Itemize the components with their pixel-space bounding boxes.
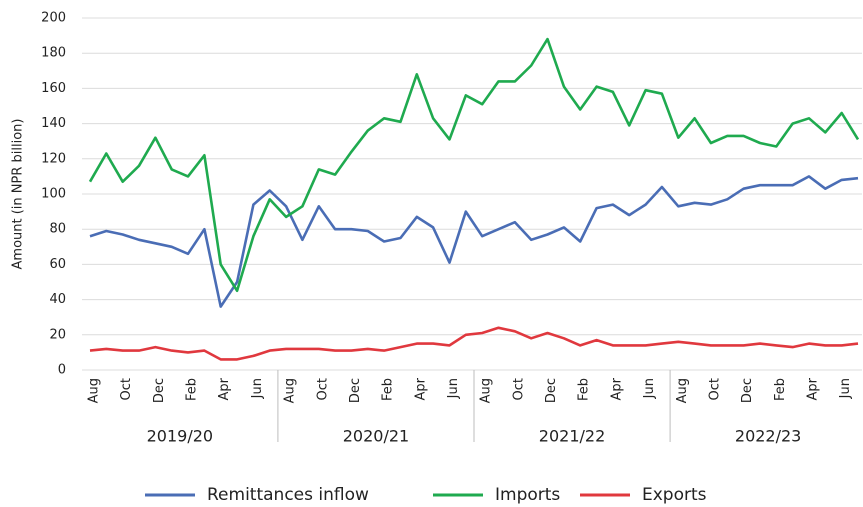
x-tick-label: Jun <box>446 378 461 399</box>
fiscal-year-label: 2019/20 <box>147 427 213 446</box>
x-tick-label: Aug <box>283 378 298 403</box>
x-tick-label: Jun <box>838 378 853 399</box>
y-tick-label: 40 <box>49 292 66 307</box>
y-tick-label: 60 <box>49 257 66 272</box>
x-tick-label: Apr <box>217 377 232 400</box>
x-tick-label: Feb <box>381 378 396 401</box>
x-tick-label: Apr <box>805 377 820 400</box>
y-tick-label: 100 <box>41 187 66 202</box>
y-tick-label: 120 <box>41 151 66 166</box>
x-tick-label: Dec <box>740 378 755 403</box>
legend-label: Imports <box>495 485 560 505</box>
x-tick-label: Feb <box>773 378 788 401</box>
x-tick-label: Jun <box>250 378 265 399</box>
x-tick-label: Dec <box>152 378 167 403</box>
y-tick-label: 160 <box>41 81 66 96</box>
y-tick-label: 80 <box>49 222 66 237</box>
y-tick-label: 180 <box>41 46 66 61</box>
series-line <box>89 175 859 308</box>
x-tick-label: Feb <box>185 378 200 401</box>
fiscal-year-label: 2022/23 <box>735 427 801 446</box>
x-tick-label: Oct <box>315 378 330 400</box>
legend-label: Exports <box>642 485 707 505</box>
x-tick-label: Aug <box>479 378 494 403</box>
x-tick-label: Oct <box>707 378 722 400</box>
x-tick-label: Oct <box>119 378 134 400</box>
x-tick-label: Apr <box>413 377 428 400</box>
x-tick-label: Feb <box>577 378 592 401</box>
x-tick-label: Dec <box>544 378 559 403</box>
x-tick-label: Oct <box>511 378 526 400</box>
fiscal-year-label: 2020/21 <box>343 427 409 446</box>
x-tick-label: Aug <box>87 378 102 403</box>
x-tick-label: Aug <box>675 378 690 403</box>
y-tick-label: 140 <box>41 116 66 131</box>
y-axis-label: Amount (in NPR billion) <box>11 119 26 270</box>
legend-label: Remittances inflow <box>207 485 369 505</box>
y-tick-label: 0 <box>58 363 66 378</box>
series-line <box>88 37 860 293</box>
x-tick-label: Jun <box>642 378 657 399</box>
y-tick-label: 20 <box>49 327 66 342</box>
y-tick-label: 200 <box>41 11 66 26</box>
fiscal-year-label: 2021/22 <box>539 427 605 446</box>
series-line <box>89 326 859 361</box>
x-tick-label: Dec <box>348 378 363 403</box>
x-tick-label: Apr <box>609 377 624 400</box>
